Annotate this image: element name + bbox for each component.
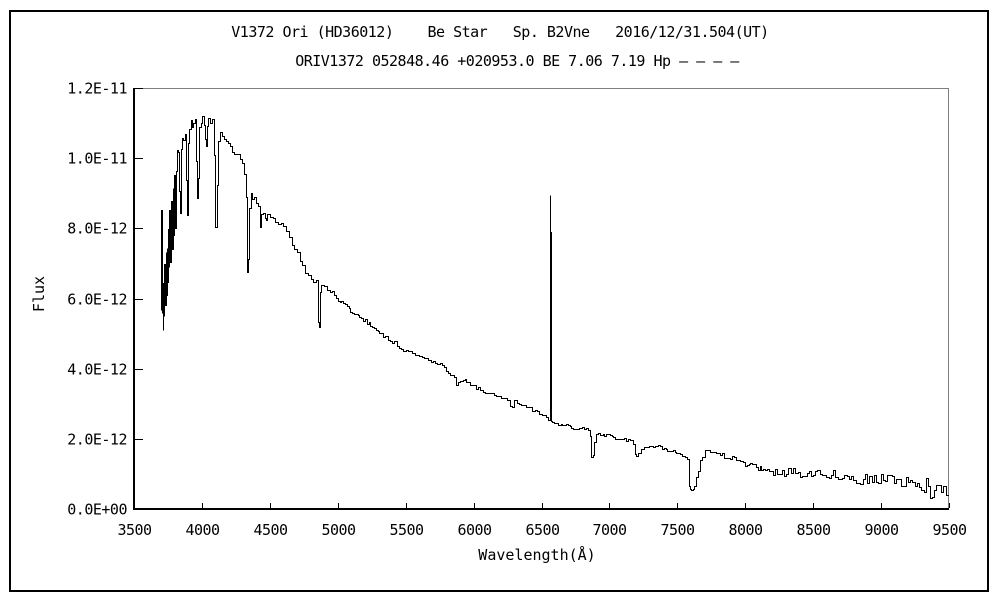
x-tick-label: 4000 (185, 521, 220, 539)
y-tick-label: 8.0E-12 (67, 220, 127, 238)
y-tick-label: 1.2E-11 (67, 80, 127, 98)
x-tick-label: 7500 (660, 521, 695, 539)
x-tick-label: 5000 (321, 521, 356, 539)
y-tick-label: 6.0E-12 (67, 291, 127, 309)
y-tick-label: 4.0E-12 (67, 361, 127, 379)
y-tick-label: 1.0E-11 (67, 150, 127, 168)
x-tick-label: 9000 (864, 521, 899, 539)
outer-border (9, 10, 989, 592)
x-tick-label: 4500 (253, 521, 288, 539)
x-tick-label: 6000 (457, 521, 492, 539)
chart-subtitle: ORIV1372 052848.46 +020953.0 BE 7.06 7.1… (295, 52, 739, 70)
x-tick-label: 6500 (525, 521, 560, 539)
y-tick-label: 2.0E-12 (67, 431, 127, 449)
x-tick-label: 8000 (728, 521, 763, 539)
spectrum-line (161, 116, 949, 499)
x-tick-label: 9500 (932, 521, 967, 539)
x-tick-label: 8500 (796, 521, 831, 539)
x-tick-label: 3500 (117, 521, 152, 539)
y-tick-label: 0.0E+00 (67, 501, 127, 519)
x-tick-label: 5500 (389, 521, 424, 539)
x-axis-label: Wavelength(Å) (478, 546, 596, 564)
x-tick-label: 7000 (592, 521, 627, 539)
chart-title: V1372 Ori (HD36012) Be Star Sp. B2Vne 20… (231, 23, 769, 41)
